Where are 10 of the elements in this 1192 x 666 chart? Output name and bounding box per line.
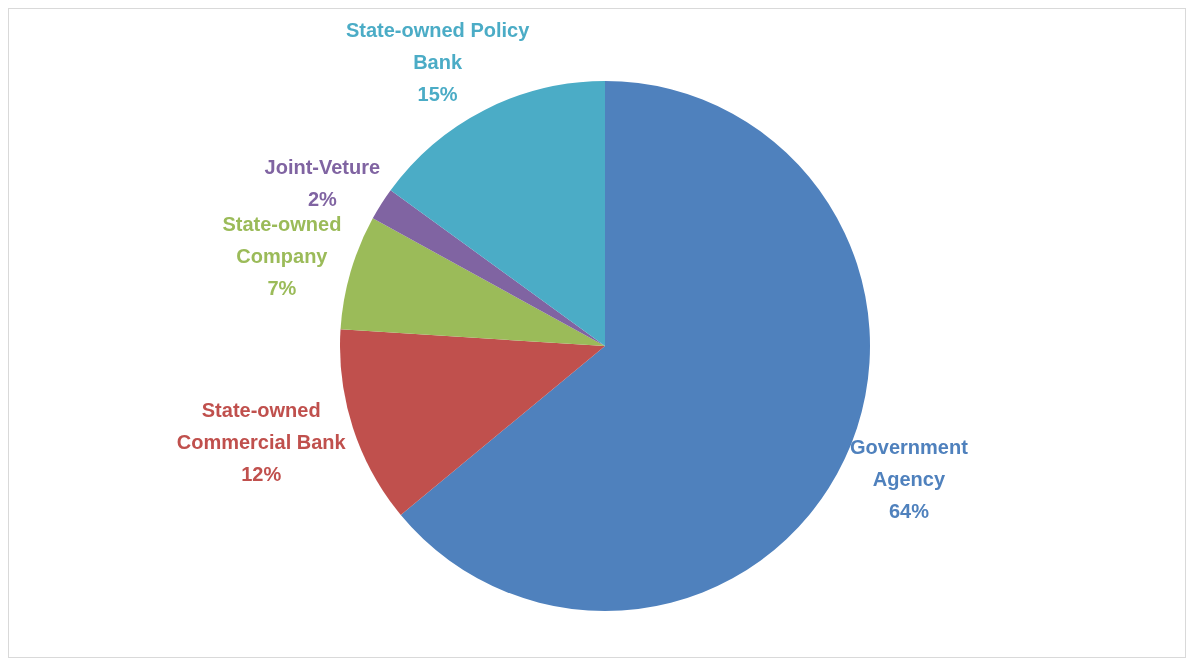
data-label: 7% <box>267 277 297 300</box>
slice-label: State-owned Policy Bank <box>345 19 531 74</box>
slice-label: State-owned Company <box>222 213 342 268</box>
slice-label: State-owned Commercial Bank <box>176 399 347 454</box>
data-label: 12% <box>241 463 282 486</box>
slice-label: Government Agency <box>850 436 969 491</box>
data-label: 15% <box>417 83 458 106</box>
data-label: 2% <box>307 188 337 211</box>
slice-label: Joint-Veture <box>264 156 381 179</box>
data-label: 64% <box>888 500 930 523</box>
